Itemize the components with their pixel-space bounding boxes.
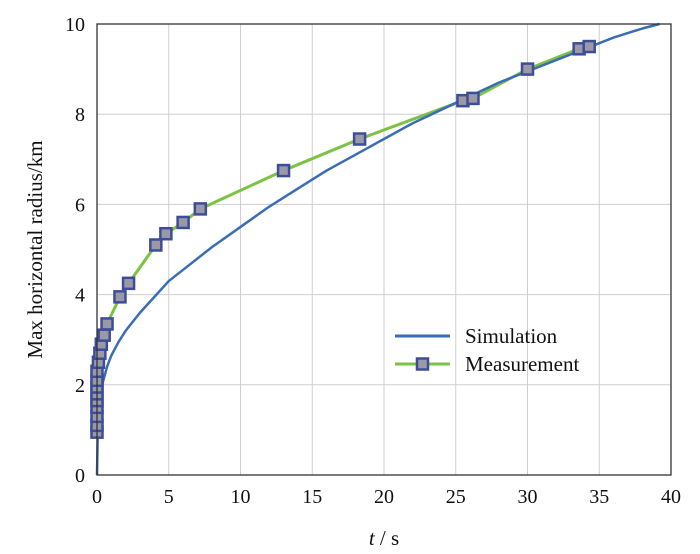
legend-measurement-marker — [415, 357, 430, 371]
legend-measurement-label: Measurement — [465, 352, 579, 376]
y-tick-label: 6 — [75, 194, 85, 216]
measurement-point — [276, 163, 291, 178]
x-axis-label-italic: t — [369, 526, 376, 550]
measurement-point — [466, 91, 480, 106]
measurement-point — [97, 328, 111, 342]
plot-border — [96, 23, 672, 476]
measurement-point — [100, 317, 114, 331]
y-tick-label: 2 — [75, 375, 85, 397]
x-tick-label: 0 — [92, 486, 102, 508]
x-tick-label: 10 — [231, 486, 251, 508]
x-tick-label: 20 — [374, 486, 394, 508]
measurement-point — [193, 202, 208, 216]
x-axis-label-unit: / s — [375, 526, 400, 550]
y-tick-label: 8 — [75, 104, 85, 126]
x-tick-label: 35 — [589, 486, 609, 508]
legend: Simulation Measurement — [395, 324, 579, 376]
y-tick-label: 10 — [65, 14, 85, 36]
x-tick-label: 15 — [302, 486, 322, 508]
measurement-point — [121, 276, 136, 291]
x-tick-label: 5 — [164, 486, 174, 508]
measurement-point — [176, 215, 190, 230]
x-tick-label: 25 — [446, 486, 466, 508]
measurement-point — [159, 226, 173, 241]
y-tick-label: 4 — [75, 285, 85, 307]
measurement-point — [149, 238, 163, 252]
x-tick-label: 30 — [518, 486, 538, 508]
measurement-point — [113, 290, 127, 304]
measurement-point — [582, 39, 596, 54]
y-axis-label: Max horizontal radius/km — [23, 140, 47, 358]
measurement-point — [352, 132, 367, 146]
legend-simulation-label: Simulation — [465, 324, 558, 348]
y-tick-label: 0 — [75, 465, 85, 487]
tick-labels: 0 5 10 15 20 25 30 35 40 0 2 4 6 8 10 — [65, 14, 681, 508]
x-tick-label: 40 — [661, 486, 681, 508]
measurement-point — [520, 62, 535, 76]
x-axis-label: t / s — [369, 526, 399, 550]
